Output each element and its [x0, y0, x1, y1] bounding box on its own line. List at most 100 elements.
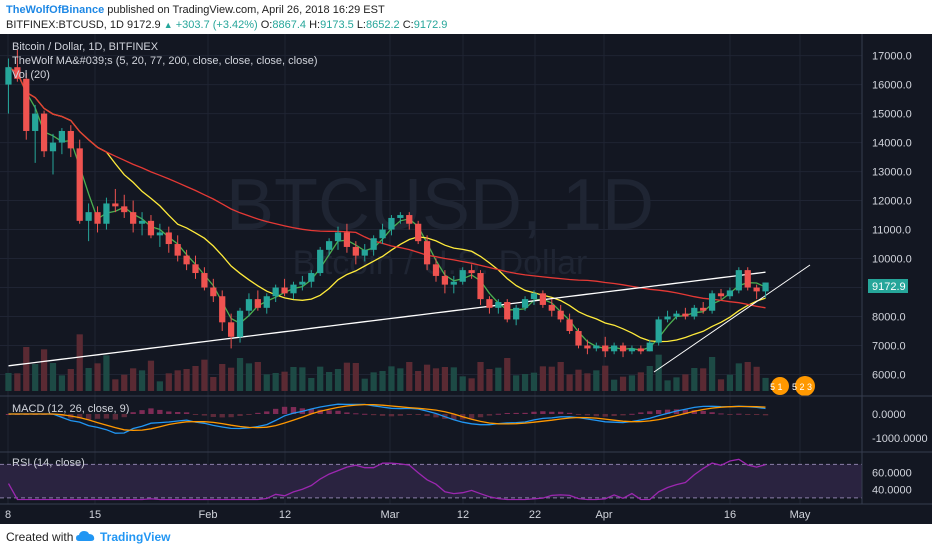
- event-badge-2[interactable]: 5 2 3: [792, 382, 812, 392]
- chart-svg[interactable]: BTCUSD, 1D Bitcoin / U.S. Dollar 17000.0…: [0, 34, 932, 524]
- macd-hist-bar: [584, 414, 591, 416]
- candle-body: [673, 313, 680, 317]
- volume-bar: [450, 367, 457, 391]
- chart-canvas[interactable]: BTCUSD, 1D Bitcoin / U.S. Dollar 17000.0…: [0, 34, 932, 524]
- candle-body: [23, 78, 30, 131]
- candle-body: [325, 241, 333, 250]
- trend-line[interactable]: [653, 264, 811, 373]
- volume-bar: [530, 372, 538, 391]
- macd-hist-bar: [486, 414, 493, 416]
- volume-bar: [646, 366, 653, 391]
- legend-rsi: RSI (14, close): [12, 457, 85, 469]
- macd-hist-bar: [531, 411, 537, 414]
- volume-bar: [192, 366, 199, 391]
- macd-hist-bar: [210, 414, 216, 417]
- macd-hist-bar: [85, 414, 92, 420]
- volume-bar: [415, 371, 422, 391]
- candle-body: [423, 241, 431, 265]
- legend-vol: Vol (20): [12, 69, 50, 81]
- event-badge-1-bg[interactable]: [771, 377, 789, 395]
- volume-bar: [236, 358, 244, 391]
- macd-hist-bar: [602, 414, 608, 417]
- candle-body: [254, 299, 261, 308]
- tradingview-brand[interactable]: TradingView: [100, 530, 171, 544]
- candle-body: [147, 220, 155, 236]
- macd-hist-bar: [166, 411, 172, 414]
- macd-hist-bar: [540, 411, 546, 414]
- volume-bar: [361, 378, 368, 391]
- candle-body: [5, 67, 12, 85]
- price-tick-label: 11000.0: [872, 225, 911, 237]
- candle-body: [219, 296, 226, 323]
- macd-hist-bar: [406, 414, 412, 415]
- volume-bar: [682, 374, 689, 391]
- volume-bar: [370, 372, 377, 391]
- volume-bar: [539, 366, 546, 391]
- volume-bar: [245, 363, 253, 391]
- candle-body: [85, 212, 92, 221]
- macd-hist-bar: [566, 412, 573, 414]
- macd-hist-bar: [344, 412, 350, 414]
- volume-bar: [611, 379, 618, 391]
- candle-body: [183, 255, 190, 265]
- publish-line: TheWolfOfBinance published on TradingVie…: [6, 4, 385, 16]
- volume-bar: [673, 377, 680, 391]
- time-axis[interactable]: 8 15 Feb 12 Mar 12 22 Apr 16 May: [5, 509, 811, 521]
- volume-bar: [5, 373, 12, 391]
- time-tick-label: 22: [529, 509, 541, 521]
- published-text: published on TradingView.com, April 26, …: [107, 4, 385, 16]
- volume-bar: [655, 354, 662, 391]
- candle-body: [112, 203, 119, 207]
- macd-hist-bar: [362, 413, 368, 415]
- volume-bar: [183, 369, 190, 391]
- candle-body: [138, 220, 146, 224]
- candle-body: [290, 284, 297, 294]
- volume-bar: [219, 364, 226, 391]
- macd-hist-bar: [272, 408, 279, 414]
- volume-bar: [637, 372, 644, 391]
- volume-bar: [406, 362, 413, 391]
- ma20-line: [8, 66, 766, 343]
- symbol-label: BITFINEX:BTCUSD, 1D: [6, 19, 124, 31]
- macd-hist-bar: [255, 412, 261, 414]
- candle-body: [575, 331, 582, 346]
- event-badge-2-bg[interactable]: [795, 376, 815, 396]
- macd-hist-bar: [228, 414, 234, 418]
- volume-bar: [521, 374, 529, 391]
- volume-bar: [717, 379, 725, 391]
- candle-body: [263, 296, 270, 308]
- candle-body: [611, 345, 618, 352]
- price-badge-bg: [868, 279, 908, 293]
- macd-hist-bar: [148, 408, 154, 414]
- event-badges[interactable]: 5 1 5 2 3: [770, 376, 815, 396]
- macd-line: [8, 403, 766, 434]
- macd-pane: 0.0000 -1000.0000: [5, 403, 928, 445]
- price-tick-label: 6000.0: [872, 370, 906, 382]
- watermark-symbol: BTCUSD, 1D: [226, 165, 654, 245]
- watermark-name: Bitcoin / U.S. Dollar: [293, 244, 588, 282]
- volume-bar: [308, 378, 315, 391]
- event-badge-1[interactable]: 5 1: [770, 382, 783, 392]
- macd-hist-bar: [201, 414, 208, 416]
- candle-body: [486, 299, 493, 308]
- candle-body: [539, 293, 546, 305]
- volume-bar: [121, 374, 128, 391]
- candle-body: [165, 232, 172, 245]
- price-tick-label: 8000.0: [872, 312, 906, 324]
- price-tick-label: 17000.0: [872, 51, 912, 63]
- macd-hist-bar: [495, 413, 502, 415]
- candle-body: [236, 310, 244, 337]
- macd-hist-bar: [513, 412, 519, 414]
- price-axis[interactable]: 17000.0 16000.0 15000.0 14000.0 13000.0 12000…: [872, 51, 912, 382]
- volume-bar: [477, 362, 484, 391]
- candle-body: [228, 322, 235, 337]
- macd-hist-bar: [121, 414, 127, 418]
- author-link[interactable]: TheWolfOfBinance: [6, 4, 105, 16]
- rsi-pane: 60.0000 40.0000: [0, 458, 912, 501]
- time-tick-label: 8: [5, 509, 11, 521]
- macd-hist-bar: [762, 414, 769, 416]
- volume-bar: [201, 359, 208, 391]
- macd-hist-bar: [130, 412, 136, 414]
- time-tick-label: 16: [724, 509, 736, 521]
- volume-bar: [343, 362, 351, 391]
